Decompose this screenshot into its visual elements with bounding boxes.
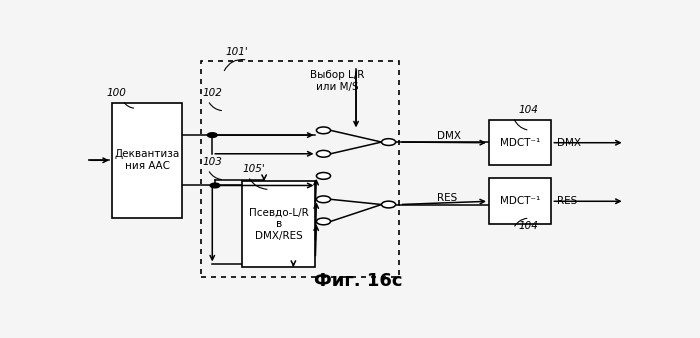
Circle shape [316, 150, 330, 157]
Text: 105': 105' [243, 164, 265, 174]
Circle shape [316, 196, 330, 203]
Text: RES: RES [556, 196, 577, 206]
Circle shape [207, 133, 217, 138]
Text: 102: 102 [202, 88, 223, 98]
Text: Псевдо-L/R
в
DMX/RES: Псевдо-L/R в DMX/RES [249, 208, 309, 241]
Bar [202, 62, 400, 277]
Circle shape [316, 127, 330, 134]
Circle shape [316, 218, 330, 225]
Circle shape [382, 139, 395, 145]
Bar [112, 103, 183, 218]
Text: MDCT⁻¹: MDCT⁻¹ [500, 138, 540, 148]
Circle shape [382, 201, 395, 208]
Text: Выбор L/R
или M/S: Выбор L/R или M/S [310, 70, 364, 92]
Bar [242, 181, 315, 267]
Text: 104: 104 [519, 221, 539, 231]
Text: 103: 103 [202, 157, 223, 167]
Circle shape [210, 183, 220, 188]
Text: DMX: DMX [438, 130, 461, 141]
Text: 104: 104 [519, 105, 539, 115]
Text: 100: 100 [106, 88, 127, 98]
Text: MDCT⁻¹: MDCT⁻¹ [500, 196, 540, 206]
Text: Деквантиза
ния ААС: Деквантиза ния ААС [115, 149, 180, 171]
Bar [489, 178, 552, 224]
Circle shape [316, 172, 330, 179]
Text: 101': 101' [226, 47, 248, 57]
Text: DMX: DMX [556, 138, 581, 148]
Bar [489, 120, 552, 166]
Text: RES: RES [438, 193, 458, 203]
Text: Фиг. 16c: Фиг. 16c [314, 272, 403, 290]
